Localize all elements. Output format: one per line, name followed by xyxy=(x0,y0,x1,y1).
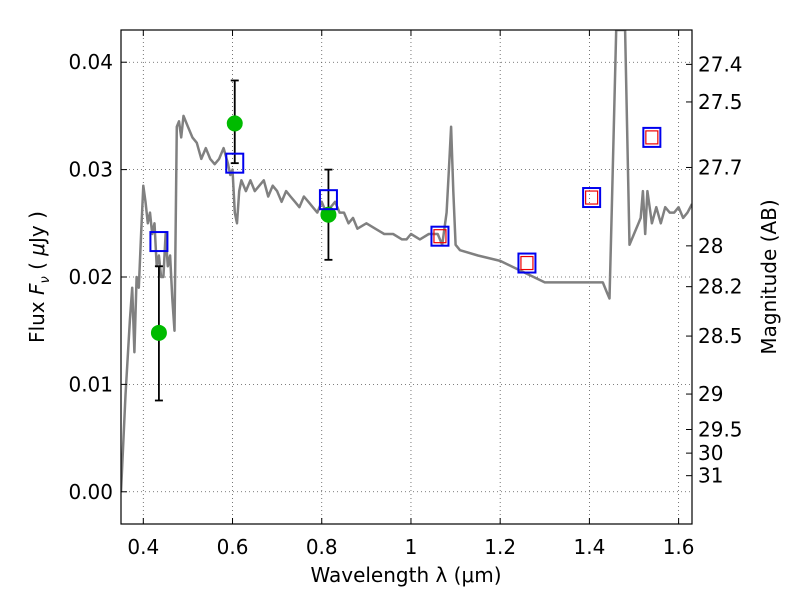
model-photometry-point xyxy=(225,152,245,174)
model-photometry-point xyxy=(318,189,338,211)
magnitude-tick-label: 29 xyxy=(698,382,723,406)
model-photometry-point xyxy=(517,252,537,274)
x-tick-label: 0.4 xyxy=(127,535,159,559)
y-tick-label: 0.00 xyxy=(68,480,113,504)
observed-point xyxy=(150,324,167,341)
observed-point xyxy=(226,115,243,132)
synthetic-photometry-point xyxy=(645,130,659,145)
magnitude-tick-label: 31 xyxy=(698,464,723,488)
x-tick-label: 0.8 xyxy=(306,535,338,559)
magnitude-tick-label: 29.5 xyxy=(698,417,743,441)
magnitude-tick-label: 27.4 xyxy=(698,52,743,76)
magnitude-tick-label: 28.2 xyxy=(698,275,743,299)
x-tick-label: 1.6 xyxy=(663,535,695,559)
y-tick-label: 0.04 xyxy=(68,50,113,74)
magnitude-tick-label: 30 xyxy=(698,441,723,465)
model-spectrum-layer xyxy=(121,30,692,492)
y-tick-label: 0.01 xyxy=(68,372,113,396)
x-tick-label: 1 xyxy=(405,535,418,559)
y-tick-label: 0.02 xyxy=(68,265,113,289)
y-axis-label: Flux Fν ( μJy ) xyxy=(25,211,53,343)
plot-background xyxy=(121,30,692,524)
x-axis-label: Wavelength λ (μm) xyxy=(310,563,501,587)
x-tick-label: 1.4 xyxy=(573,535,605,559)
magnitude-tick-label: 27.5 xyxy=(698,90,743,114)
model-spectrum-line xyxy=(121,30,692,492)
model-photometry-point xyxy=(582,187,602,209)
magnitude-tick-label: 28.5 xyxy=(698,324,743,348)
model-photometry-point xyxy=(149,231,169,253)
axis-ticks: 0.4 0.6 0.8 1 1.2 1.4 1.6 0.00 0.01 0.02 0.03 0.04 2… xyxy=(68,30,743,559)
magnitude-tick-label: 28 xyxy=(698,234,723,258)
observed-point xyxy=(320,206,337,223)
model-photometry-point xyxy=(642,126,662,148)
y-tick-label: 0.03 xyxy=(68,158,113,182)
x-tick-label: 0.6 xyxy=(217,535,249,559)
synthetic-photometry-point xyxy=(433,229,447,244)
right-axis-label: Magnitude (AB) xyxy=(757,199,781,354)
model-photometry-point xyxy=(430,225,450,247)
synthetic-photometry-point xyxy=(520,255,534,271)
x-tick-label: 1.2 xyxy=(484,535,516,559)
magnitude-tick-label: 27.7 xyxy=(698,155,743,179)
photometry-layer xyxy=(149,79,662,402)
synthetic-photometry-point xyxy=(585,190,599,205)
